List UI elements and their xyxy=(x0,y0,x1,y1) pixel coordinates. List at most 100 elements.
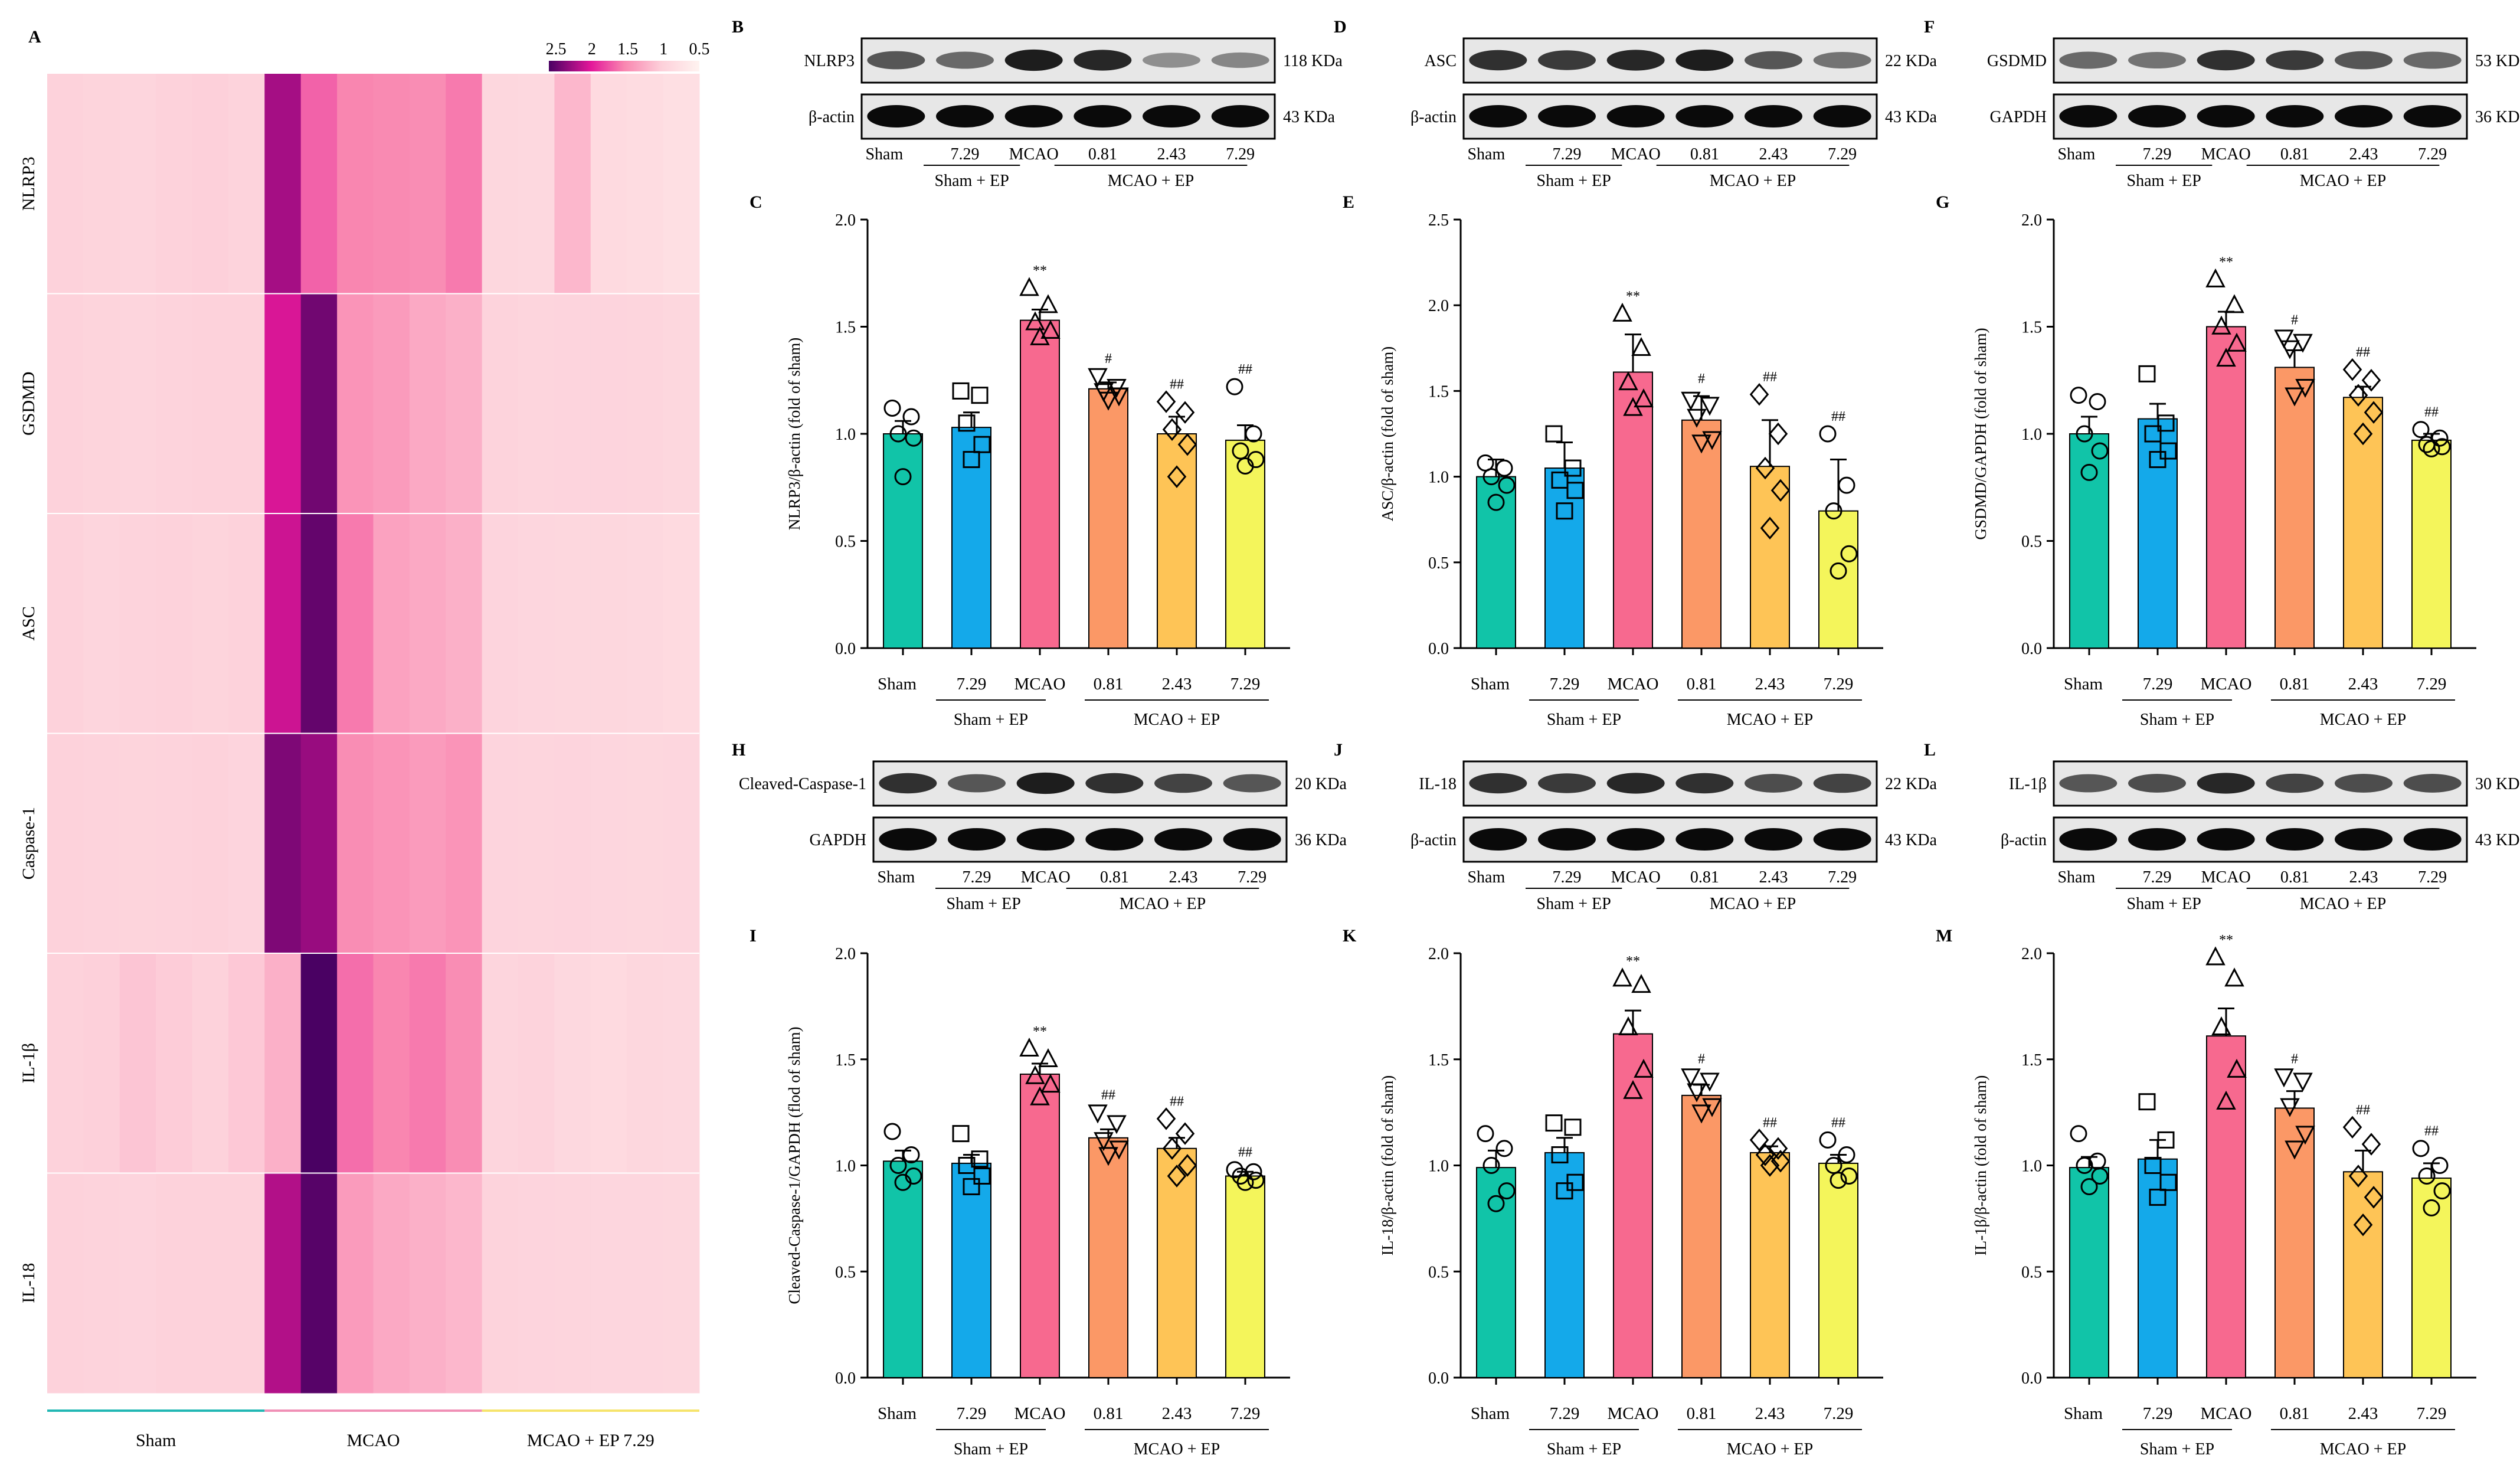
data-point xyxy=(1167,465,1187,488)
heatmap-cell xyxy=(518,74,555,294)
heatmap-cell xyxy=(337,733,374,954)
data-point xyxy=(1681,391,1701,411)
heatmap-row-label: GSDMD xyxy=(19,372,38,436)
heatmap-cell xyxy=(264,74,302,294)
bar xyxy=(1020,1073,1060,1379)
lane-group-label: MCAO + EP xyxy=(1108,172,1194,190)
data-point xyxy=(1631,974,1651,993)
heatmap-group-label: Sham xyxy=(136,1431,176,1450)
data-point xyxy=(2159,1173,2177,1191)
data-point xyxy=(2205,268,2226,287)
bar xyxy=(1750,1152,1790,1379)
heatmap-cell xyxy=(156,293,193,514)
lane-label: MCAO xyxy=(1611,868,1661,887)
data-point xyxy=(952,382,970,400)
y-axis-label: IL-18/β-actin (fold of sham) xyxy=(1379,1075,1396,1255)
bar-chart: I 0.0 0.5 1.0 1.5 2.0 Cleaved-Caspase-1/GAPDH … xyxy=(750,926,1290,1458)
significance-label: # xyxy=(1698,371,1705,387)
y-tick-label: 1.0 xyxy=(835,1157,856,1176)
data-point xyxy=(889,1157,907,1174)
data-point xyxy=(2091,1167,2109,1185)
heatmap-cell xyxy=(228,953,265,1173)
bar xyxy=(2411,1178,2452,1378)
heatmap-group-label: MCAO + EP 7.29 xyxy=(527,1431,654,1450)
data-point xyxy=(2149,1188,2166,1206)
data-point xyxy=(2433,1182,2451,1200)
heatmap-cell xyxy=(156,733,193,954)
heatmap-cell xyxy=(337,514,374,734)
blot-band xyxy=(2128,774,2186,793)
data-point xyxy=(1691,1104,1711,1124)
heatmap-row-label: IL-1β xyxy=(19,1043,38,1084)
significance-label: ## xyxy=(1101,1088,1115,1103)
blot-band xyxy=(948,774,1006,793)
data-point xyxy=(1755,456,1775,480)
heatmap-cell xyxy=(590,953,627,1173)
significance-label: ** xyxy=(1033,1024,1047,1039)
data-point xyxy=(1631,336,1651,356)
x-tick-label: Sham xyxy=(878,675,917,694)
lane-label: 2.43 xyxy=(1759,868,1788,887)
blot-band xyxy=(2335,774,2393,793)
blot-band xyxy=(2128,51,2186,69)
y-tick-label: 2.0 xyxy=(835,945,856,963)
x-tick-label: Sham xyxy=(878,1404,917,1423)
data-point xyxy=(1040,319,1061,339)
y-tick-label: 0.5 xyxy=(835,1263,856,1281)
heatmap-cell xyxy=(373,953,410,1173)
lane-group-label: Sham + EP xyxy=(947,895,1021,913)
lane-label: 7.29 xyxy=(1553,868,1582,887)
data-point xyxy=(1819,425,1837,443)
heatmap-cell xyxy=(47,733,84,954)
blot-band xyxy=(1675,105,1734,127)
y-tick-label: 1.0 xyxy=(2021,426,2042,444)
blot-kda-label: 36 KDa xyxy=(2475,108,2520,126)
data-point xyxy=(1498,1182,1516,1200)
heatmap-row-label: ASC xyxy=(19,606,38,640)
heatmap-cell xyxy=(192,74,229,294)
lane-group-label: MCAO + EP xyxy=(2300,172,2386,190)
data-point xyxy=(2138,1093,2156,1111)
y-tick-label: 1.5 xyxy=(835,1051,856,1070)
bar xyxy=(1544,1152,1585,1379)
blot-band xyxy=(1469,828,1527,851)
significance-label: ## xyxy=(1170,377,1184,393)
data-point xyxy=(1495,459,1513,477)
heatmap-cell xyxy=(373,514,410,734)
data-point xyxy=(2274,329,2294,349)
x-tick-label: MCAO xyxy=(2200,675,2251,694)
heatmap-cell xyxy=(446,514,483,734)
data-point xyxy=(1838,476,1855,494)
bar xyxy=(2343,1171,2383,1379)
bar xyxy=(2411,439,2452,649)
heatmap-cell xyxy=(337,74,374,294)
heatmap-cell xyxy=(627,514,664,734)
data-point xyxy=(1700,397,1720,416)
data-point xyxy=(971,1150,989,1168)
blot-protein-label: GAPDH xyxy=(1990,108,2047,126)
blot-band xyxy=(2128,828,2186,851)
blot-band xyxy=(879,828,937,851)
y-axis-label: ASC/β-actin (fold of sham) xyxy=(1379,346,1396,521)
blot-band xyxy=(1606,828,1665,851)
blot-band xyxy=(879,773,937,794)
data-point xyxy=(905,429,922,447)
data-point xyxy=(2361,369,2381,392)
blot-band xyxy=(2197,828,2255,851)
blot-band xyxy=(2335,105,2393,127)
lane-label: 2.43 xyxy=(1759,145,1788,163)
blot-protein-label: β-actin xyxy=(2001,831,2047,849)
y-tick-label: 2.0 xyxy=(835,211,856,230)
lane-group-label: Sham + EP xyxy=(2127,172,2201,190)
data-point xyxy=(2076,425,2093,443)
data-point xyxy=(1566,482,1584,499)
y-axis-label: Cleaved-Caspase-1/GAPDH (flod of sham) xyxy=(786,1026,803,1304)
blot-strip xyxy=(1462,93,1878,140)
blot-band xyxy=(1813,51,1871,69)
blot-band xyxy=(2403,828,2462,851)
significance-label: ## xyxy=(1763,369,1777,385)
panel-label: G xyxy=(1936,192,1949,212)
data-point xyxy=(883,1123,901,1140)
blot-protein-label: IL-18 xyxy=(1419,775,1457,793)
data-point xyxy=(1107,1115,1127,1134)
